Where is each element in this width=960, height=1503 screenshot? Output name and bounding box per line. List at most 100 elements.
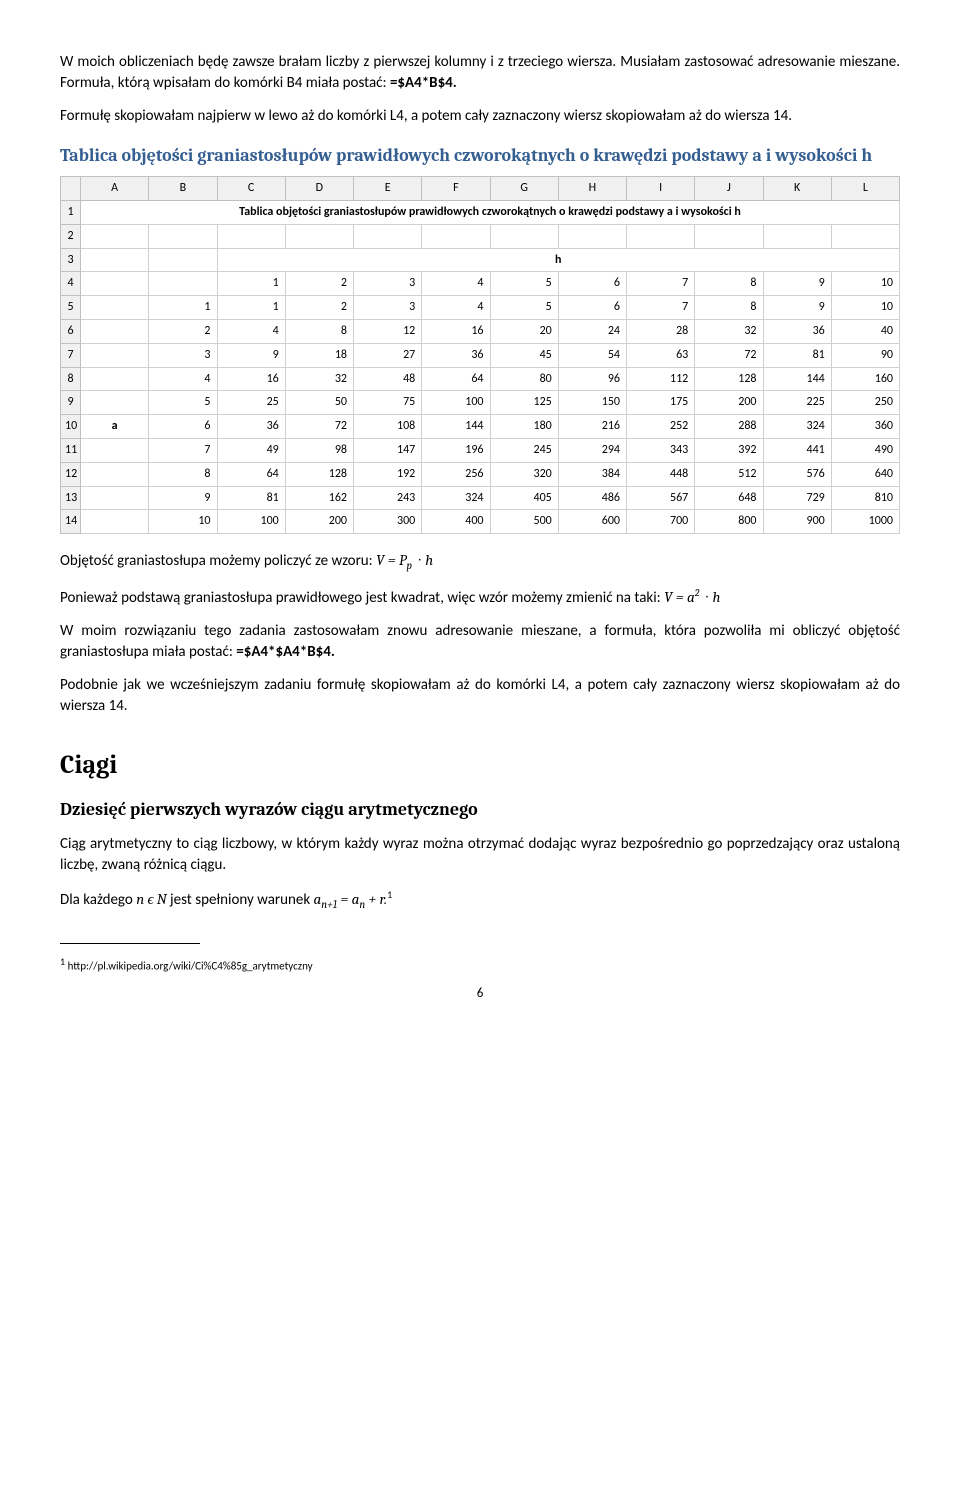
cell: 512 [695,462,763,486]
formula-text: =$A4*$A4*B$4. [236,643,335,661]
cell: 8 [149,462,217,486]
h-label: h [217,248,900,272]
cell: 448 [627,462,695,486]
column-header: B [149,177,217,201]
cell: 9 [217,343,285,367]
footnote-marker: 1 [60,955,65,968]
cell: 6 [558,296,626,320]
column-header: G [490,177,558,201]
cell: 9 [149,486,217,510]
cell: 5 [149,391,217,415]
footnote-text: http://pl.wikipedia.org/wiki/Ci%C4%85g_a… [68,959,313,972]
cell: 180 [490,415,558,439]
cell: 45 [490,343,558,367]
cell: 192 [354,462,422,486]
cell: 32 [285,367,353,391]
cell: 320 [490,462,558,486]
cell: 2 [285,272,353,296]
text: jest spełniony warunek [170,891,314,909]
cell: 1000 [831,510,899,534]
cell: 144 [763,367,831,391]
cell: 288 [695,415,763,439]
cell: 360 [831,415,899,439]
cell: 144 [422,415,490,439]
section-heading: Dziesięć pierwszych wyrazów ciągu arytme… [60,797,900,822]
cell: 16 [217,367,285,391]
cell: 36 [763,319,831,343]
cell: 810 [831,486,899,510]
cell: 5 [490,272,558,296]
cell: 81 [763,343,831,367]
cell: 250 [831,391,899,415]
cell: 245 [490,438,558,462]
text: W moim rozwiązaniu tego zadania zastosow… [60,622,900,661]
cell: 5 [490,296,558,320]
cell: 75 [354,391,422,415]
cell: 3 [149,343,217,367]
sheet-title: Tablica objętości graniastosłupów prawid… [81,200,900,224]
footnote: 1 http://pl.wikipedia.org/wiki/Ci%C4%85g… [60,955,900,974]
a-label: a [81,415,149,439]
cell: 125 [490,391,558,415]
column-header: D [285,177,353,201]
cell: 96 [558,367,626,391]
column-header: K [763,177,831,201]
cell: 10 [149,510,217,534]
math-inline: n ϵ N [136,890,166,908]
cell: 648 [695,486,763,510]
page-number: 6 [60,985,900,1003]
cell: 7 [627,272,695,296]
cell: 72 [285,415,353,439]
cell: 50 [285,391,353,415]
footnote-ref: 1 [387,888,392,901]
cell: 150 [558,391,626,415]
cell: 64 [422,367,490,391]
column-header: H [558,177,626,201]
cell: 392 [695,438,763,462]
cell: 72 [695,343,763,367]
cell: 24 [558,319,626,343]
cell: 8 [285,319,353,343]
cell: 600 [558,510,626,534]
paragraph: Dla każdego n ϵ N jest spełniony warunek… [60,888,900,912]
cell: 384 [558,462,626,486]
section-heading: Tablica objętości graniastosłupów prawid… [60,143,900,168]
paragraph: Formułę skopiowałam najpierw w lewo aż d… [60,106,900,127]
cell: 10 [831,272,899,296]
cell: 20 [490,319,558,343]
math-formula: V = Pp · h [376,551,433,569]
cell: 4 [217,319,285,343]
cell: 81 [217,486,285,510]
cell: 1 [149,296,217,320]
cell: 9 [763,272,831,296]
formula-text: =$A4*B$4. [390,74,457,92]
cell: 32 [695,319,763,343]
cell: 2 [285,296,353,320]
paragraph: Ciąg arytmetyczny to ciąg liczbowy, w kt… [60,834,900,876]
cell: 700 [627,510,695,534]
cell: 7 [627,296,695,320]
cell: 900 [763,510,831,534]
cell: 486 [558,486,626,510]
cell: 324 [422,486,490,510]
cell: 54 [558,343,626,367]
cell: 90 [831,343,899,367]
cell: 196 [422,438,490,462]
column-header: C [217,177,285,201]
cell: 225 [763,391,831,415]
cell: 343 [627,438,695,462]
cell: 7 [149,438,217,462]
cell: 10 [831,296,899,320]
cell: 400 [422,510,490,534]
cell: 162 [285,486,353,510]
cell: 500 [490,510,558,534]
cell: 9 [763,296,831,320]
cell: 640 [831,462,899,486]
text: W moich obliczeniach będę zawsze brałam … [60,53,900,92]
column-header: E [354,177,422,201]
cell: 3 [354,272,422,296]
column-header: A [81,177,149,201]
paragraph: Podobnie jak we wcześniejszym zadaniu fo… [60,675,900,717]
cell: 200 [285,510,353,534]
cell: 252 [627,415,695,439]
